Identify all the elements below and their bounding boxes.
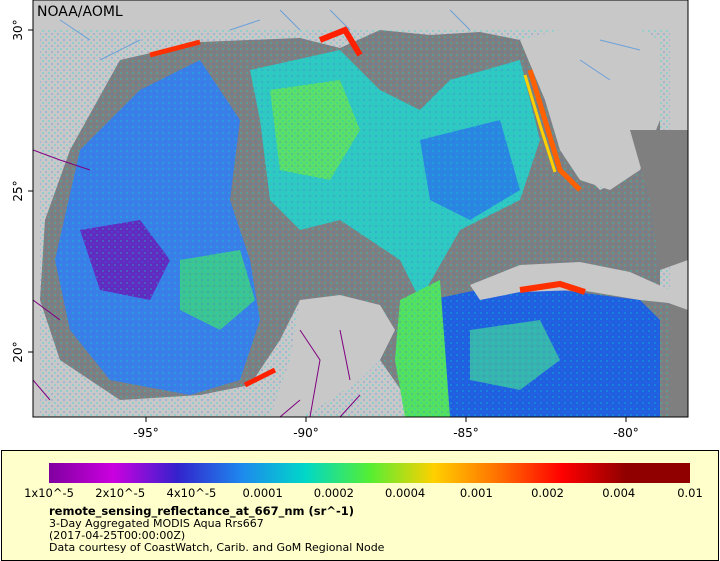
colorbar-tick-label: 0.001 (459, 486, 493, 500)
colorbar-segment (113, 463, 178, 483)
texas-coast-high (149, 39, 201, 58)
colorbar-tick-label: 0.01 (677, 486, 703, 500)
cuba-land (470, 262, 688, 305)
colorbar-tick-label: 0.002 (531, 486, 565, 500)
colorbar-segment (433, 463, 499, 483)
colorbar-segment (369, 463, 435, 483)
colorbar-tick-label: 0.0001 (242, 486, 283, 500)
lon-label: -90° (293, 426, 319, 440)
agency-label: NOAA/AOML (37, 4, 123, 20)
lat-label: 25° (11, 180, 25, 201)
florida-land (520, 20, 660, 190)
colorbar-tick-label: 0.0002 (313, 486, 354, 500)
cuba-north-coast-high (519, 280, 586, 295)
colorbar-tick-label: 1x10^-5 (24, 486, 74, 500)
us-mexico-border (33, 149, 91, 171)
colorbar-tick-label: 0.0004 (384, 486, 426, 500)
central-america-borders (279, 394, 361, 417)
variable-name: remote_sensing_reflectance_at_667_nm (sr… (49, 504, 354, 518)
lon-ticks (145, 417, 627, 422)
lat-label: 20° (11, 341, 25, 362)
dataset-subtitle: 3-Day Aggregated MODIS Aqua Rrs667 (49, 517, 264, 530)
colorbar-segment (561, 463, 627, 483)
colorbar-tick-label: 4x10^-5 (166, 486, 217, 500)
bahamas-no-data (630, 130, 688, 270)
data-credit: Data courtesy of CoastWatch, Carib. and … (49, 541, 385, 554)
lat-label: 30° (11, 19, 25, 40)
colorbar-tick-label: 2x10^-5 (95, 486, 146, 500)
lon-label: -85° (453, 426, 479, 440)
lon-label: -95° (133, 426, 159, 440)
rivers (59, 9, 641, 81)
colorbar-segment (49, 463, 114, 483)
legend-panel: 1x10^-5 2x10^-5 4x10^-5 0.0001 0.0002 0.0004 0… (1, 450, 719, 561)
colorbar-segment (497, 463, 563, 483)
dataset-date: (2017-04-25T00:00:00Z) (49, 529, 186, 542)
colorbar-segment (177, 463, 242, 483)
colorbar-tick-label: 0.004 (602, 486, 636, 500)
plot-border (32, 0, 689, 418)
colorbar (49, 463, 691, 483)
mexico-state-borders (33, 299, 351, 417)
yucatan-land (270, 295, 395, 417)
map-frame: -95° -90° -85° -80° 30° 25° 20° NOAA/AOM… (11, 0, 689, 440)
florida-west-coast (527, 69, 582, 192)
colorbar-segment (305, 463, 370, 483)
mississippi-plume (318, 26, 363, 57)
map-plot: -95° -90° -85° -80° 30° 25° 20° (11, 0, 689, 440)
colorbar-segment (625, 463, 691, 483)
florida-west-coast-yellow (523, 74, 557, 173)
campeche-coast-high (243, 367, 277, 388)
lon-label: -80° (613, 426, 639, 440)
colorbar-segment (241, 463, 306, 483)
lat-ticks (28, 29, 33, 353)
